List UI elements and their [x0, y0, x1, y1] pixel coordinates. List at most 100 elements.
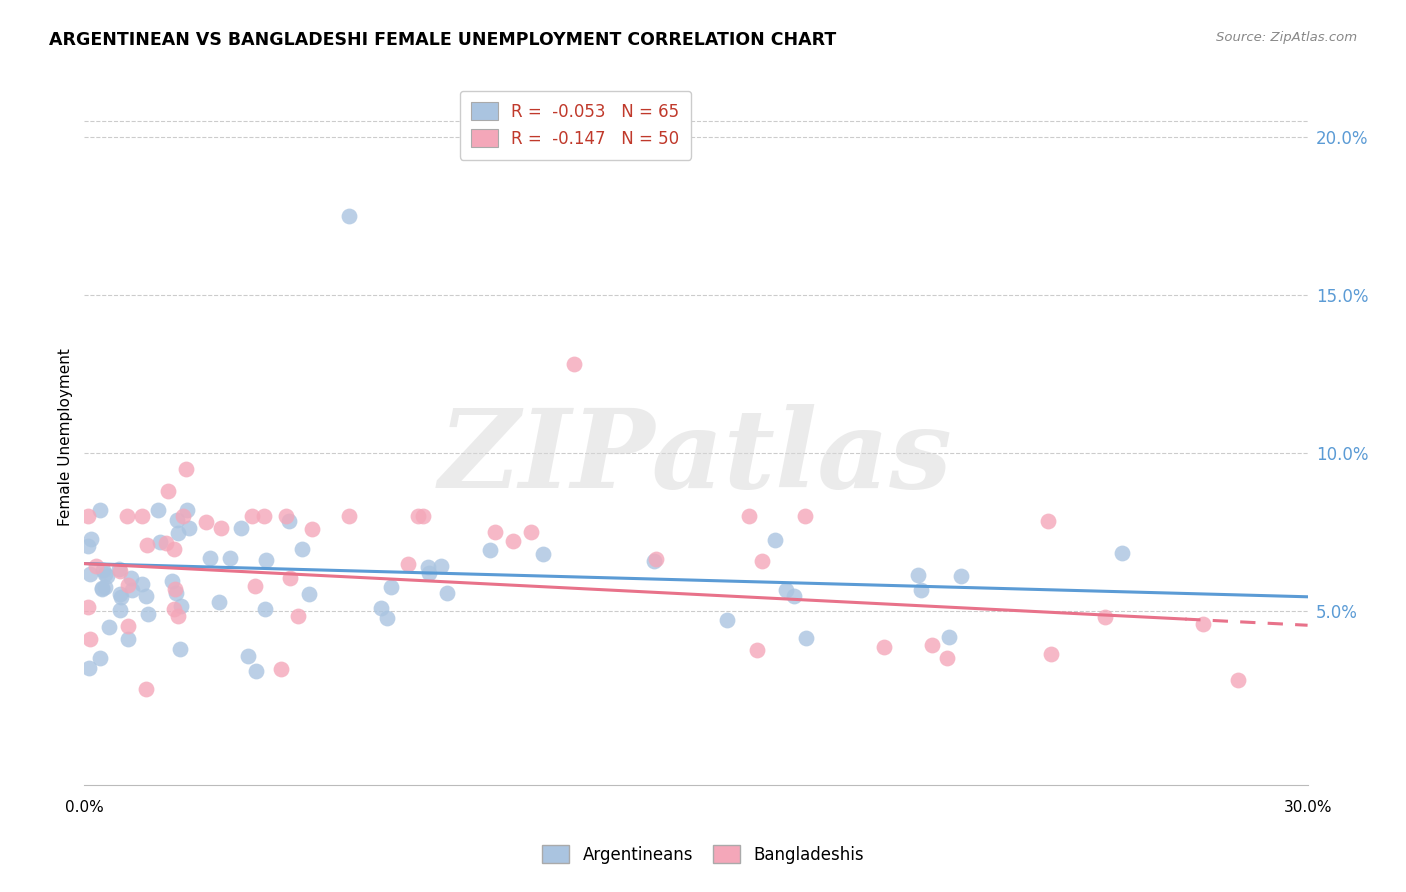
Point [79, 566, 101, 581]
Point [177, 521, 200, 535]
Point [77, 661, 100, 675]
Legend: R =  -0.053   N = 65, R =  -0.147   N = 50: R = -0.053 N = 65, R = -0.147 N = 50 [460, 91, 692, 160]
Point [644, 551, 666, 566]
Point [396, 558, 419, 572]
Point [146, 503, 169, 517]
Point [738, 509, 761, 524]
Point [97, 619, 120, 633]
Point [907, 567, 929, 582]
Point [291, 541, 314, 556]
Point [751, 553, 773, 567]
Point [135, 538, 157, 552]
Point [176, 461, 198, 475]
Point [108, 587, 131, 601]
Point [794, 632, 817, 646]
Point [108, 603, 131, 617]
Text: 0.0%: 0.0% [65, 799, 104, 814]
Point [245, 664, 267, 678]
Point [156, 483, 179, 498]
Point [418, 566, 440, 580]
Point [79, 632, 101, 647]
Point [484, 524, 506, 539]
Point [337, 209, 360, 223]
Point [380, 580, 402, 594]
Point [219, 551, 242, 566]
Point [479, 542, 502, 557]
Point [256, 553, 278, 567]
Point [763, 533, 786, 548]
Point [135, 589, 157, 603]
Point [910, 583, 932, 598]
Point [231, 521, 253, 535]
Point [166, 513, 188, 527]
Point [949, 569, 972, 583]
Point [165, 586, 187, 600]
Point [377, 610, 399, 624]
Point [278, 571, 301, 585]
Point [412, 509, 434, 524]
Point [276, 509, 298, 524]
Point [436, 585, 458, 599]
Point [775, 582, 797, 597]
Point [131, 509, 153, 524]
Point [94, 580, 117, 594]
Point [370, 600, 392, 615]
Point [169, 642, 191, 657]
Point [287, 608, 309, 623]
Point [253, 602, 276, 616]
Point [1040, 647, 1063, 661]
Point [195, 516, 218, 530]
Point [938, 630, 960, 644]
Point [77, 539, 100, 553]
Point [121, 582, 143, 597]
Text: Source: ZipAtlas.com: Source: ZipAtlas.com [1216, 31, 1357, 45]
Point [935, 650, 957, 665]
Point [243, 579, 266, 593]
Text: ZIPatlas: ZIPatlas [439, 404, 953, 512]
Point [794, 509, 817, 524]
Point [94, 567, 117, 582]
Point [117, 578, 139, 592]
Point [270, 662, 292, 676]
Point [163, 602, 186, 616]
Point [430, 559, 453, 574]
Point [96, 569, 118, 583]
Point [110, 591, 132, 605]
Point [149, 535, 172, 549]
Y-axis label: Female Unemployment: Female Unemployment [58, 348, 73, 526]
Point [1227, 673, 1250, 688]
Point [176, 503, 198, 517]
Point [89, 503, 111, 517]
Point [117, 619, 139, 633]
Point [337, 509, 360, 524]
Point [198, 551, 221, 566]
Point [167, 608, 190, 623]
Point [531, 547, 554, 561]
Point [135, 682, 157, 697]
Point [155, 536, 177, 550]
Point [136, 607, 159, 622]
Point [278, 514, 301, 528]
Point [716, 613, 738, 627]
Point [170, 599, 193, 613]
Point [93, 563, 115, 577]
Text: ARGENTINEAN VS BANGLADESHI FEMALE UNEMPLOYMENT CORRELATION CHART: ARGENTINEAN VS BANGLADESHI FEMALE UNEMPL… [49, 31, 837, 49]
Point [921, 638, 943, 652]
Point [562, 357, 585, 371]
Point [747, 643, 769, 657]
Point [77, 599, 100, 614]
Point [90, 582, 112, 597]
Point [131, 577, 153, 591]
Point [163, 541, 186, 556]
Point [209, 521, 232, 535]
Point [519, 525, 541, 540]
Point [236, 648, 259, 663]
Point [90, 581, 112, 595]
Text: 30.0%: 30.0% [1284, 799, 1331, 814]
Point [167, 526, 190, 541]
Point [108, 562, 131, 576]
Point [298, 587, 321, 601]
Point [240, 509, 263, 524]
Point [160, 574, 183, 588]
Point [406, 509, 429, 524]
